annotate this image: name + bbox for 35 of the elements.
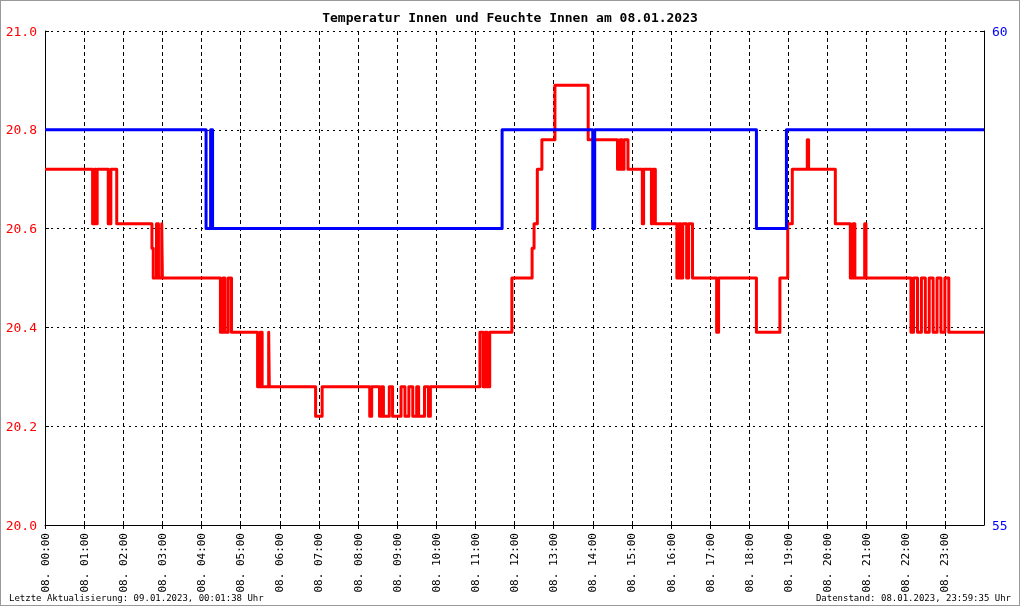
y-tick-label: 20.2	[5, 418, 37, 434]
x-tick-label: 08. 22:00	[899, 533, 913, 593]
x-tick-label: 08. 13:00	[547, 533, 561, 593]
x-tick-label: 08. 00:00	[38, 533, 52, 593]
x-tick-label: 08. 04:00	[195, 533, 208, 593]
x-tick-label: 08. 12:00	[508, 533, 521, 593]
y-tick-label: 20.6	[5, 221, 37, 237]
y-tick-label: 20.0	[5, 517, 37, 533]
x-tick-label: 08. 19:00	[781, 533, 795, 593]
x-tick-label: 08. 08:00	[351, 533, 365, 593]
x-tick-label: 08. 01:00	[77, 533, 91, 593]
x-tick-label: 08. 02:00	[116, 533, 130, 593]
x-tick-label: 08. 18:00	[742, 533, 756, 593]
x-tick-label: 08. 23:00	[938, 533, 952, 593]
x-tick-label: 08. 21:00	[860, 533, 874, 593]
y-tick-label: 20.8	[5, 122, 37, 138]
x-tick-label: 08. 09:00	[390, 533, 404, 593]
x-tick-label: 08. 05:00	[234, 533, 248, 593]
x-tick-label: 08. 20:00	[821, 533, 834, 593]
y2-tick-label: 55	[992, 517, 1008, 533]
x-tick-label: 08. 06:00	[273, 533, 287, 593]
y-tick-label: 20.4	[5, 319, 38, 335]
text: Letzte Aktualisierung: 09.01.2023, 00:01:38 Uhr	[9, 592, 265, 603]
chart-title: Temperatur Innen und Feuchte Innen am 08.01.2023	[322, 10, 698, 25]
x-tick-label: 08. 07:00	[312, 533, 326, 593]
y-tick-label: 21.0	[5, 23, 37, 39]
x-tick-label: 08. 16:00	[664, 533, 678, 593]
x-tick-label: 08. 17:00	[703, 533, 717, 593]
x-tick-label: 08. 15:00	[625, 533, 639, 593]
x-tick-label: 08. 11:00	[468, 533, 482, 593]
x-tick-label: 08. 03:00	[155, 533, 169, 593]
y2-tick-label: 60	[992, 23, 1008, 39]
x-tick-label: 08. 14:00	[586, 533, 600, 593]
text: Datenstand: 08.01.2023, 23:59:35 Uhr	[815, 592, 1012, 603]
x-tick-label: 08. 10:00	[429, 533, 443, 593]
